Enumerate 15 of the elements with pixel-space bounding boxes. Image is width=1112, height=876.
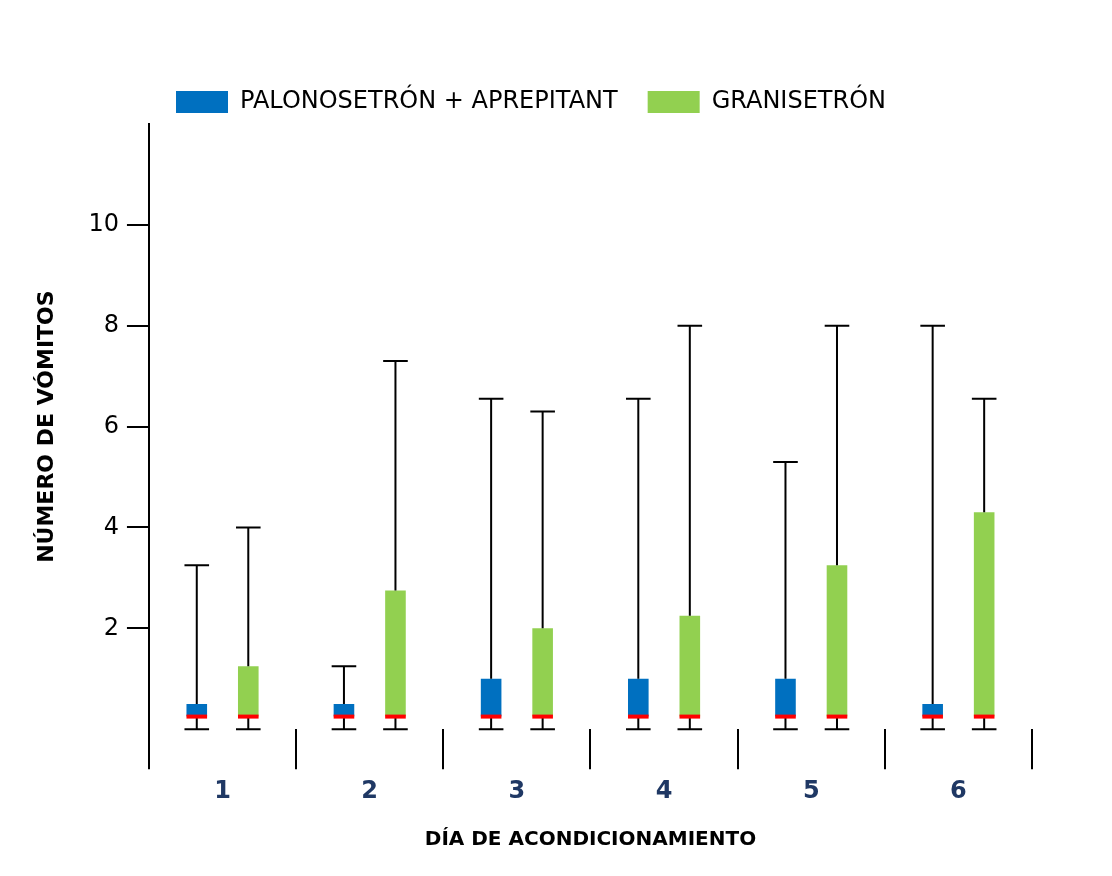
- y-tick-label: 10: [88, 209, 119, 238]
- y-tick-label: 2: [103, 612, 119, 641]
- legend-label: PALONOSETRÓN + APREPITANT: [240, 84, 619, 115]
- x-tick-label: 2: [361, 775, 379, 804]
- legend-label: GRANISETRÓN: [711, 84, 886, 115]
- x-tick-label: 5: [802, 775, 820, 804]
- x-axis-title: DÍA DE ACONDICIONAMIENTO: [424, 826, 757, 851]
- x-tick-label: 4: [655, 775, 673, 804]
- y-tick-label: 6: [103, 410, 119, 439]
- y-axis-title: NÚMERO DE VÓMITOS: [32, 290, 58, 563]
- x-tick-label: 3: [508, 775, 526, 804]
- y-tick-label: 8: [103, 309, 119, 338]
- y-tick-label: 4: [103, 511, 119, 540]
- x-tick-label: 6: [950, 775, 967, 804]
- x-tick-label: 1: [214, 775, 231, 804]
